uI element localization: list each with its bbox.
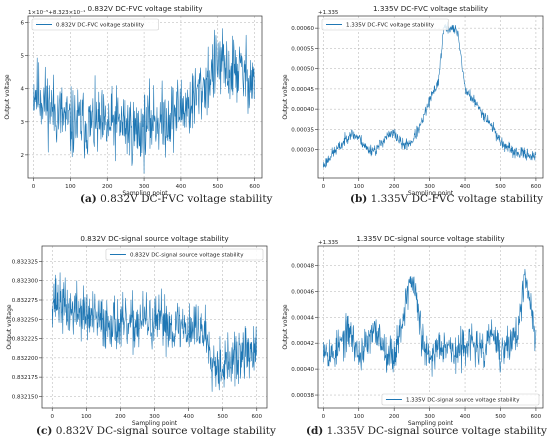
x-tick-label: 400: [460, 184, 471, 190]
y-axis-label: Output voltage: [282, 304, 289, 349]
legend-label: 0.832V DC-signal source voltage stabilit…: [130, 252, 244, 258]
x-tick-label: 100: [353, 414, 364, 420]
legend-box: [105, 248, 264, 261]
axis-offset-label: +1.335: [318, 240, 339, 246]
y-tick-label: 6: [21, 21, 25, 27]
x-tick-label: 300: [424, 414, 435, 420]
x-tick-label: 300: [424, 184, 435, 190]
x-tick-label: 600: [531, 184, 542, 190]
x-tick-label: 600: [249, 184, 260, 190]
y-tick-label: 0.00044: [291, 315, 314, 321]
x-tick-label: 300: [139, 184, 150, 190]
x-tick-label: 100: [65, 184, 76, 190]
chart-title: 1.335V DC-FVC voltage stability: [373, 4, 489, 13]
y-tick-label: 4: [21, 87, 25, 93]
y-tick-label: 0.00060: [291, 26, 314, 32]
y-tick-label: 0.00050: [291, 67, 314, 73]
y-tick-label: 0.00030: [291, 148, 314, 154]
x-tick-label: 200: [389, 414, 400, 420]
x-axis-label: Sampling point: [408, 420, 454, 427]
legend-box: [31, 18, 159, 31]
x-tick-label: 500: [495, 184, 506, 190]
y-tick-label: 0.00042: [291, 341, 314, 347]
x-tick-label: 600: [531, 414, 542, 420]
chart-panel-3: 0 100 200 300 400 500 600 0.00038 0.00040 0.00042…: [282, 234, 544, 427]
x-tick-label: 600: [252, 414, 263, 420]
y-axis-label: Output voltage: [6, 304, 13, 349]
x-tick-label: 0: [32, 184, 36, 190]
legend: 0.832V DC-signal source voltage stabilit…: [105, 248, 264, 261]
legend-box: [321, 18, 449, 31]
y-tick-label: 0.832300: [12, 279, 39, 285]
axis-offset-label: +1.335: [318, 10, 339, 16]
y-tick-label: 0.00048: [291, 263, 314, 269]
caption-b: (b) 1.335V DC-FVC voltage stability: [350, 193, 544, 205]
y-tick-label: 0.832225: [12, 337, 39, 343]
axes-frame: [317, 15, 544, 179]
x-tick-label: 200: [389, 184, 400, 190]
chart-title: 0.832V DC-signal source voltage stabilit…: [80, 234, 229, 243]
series-line: [323, 21, 537, 168]
caption-c: (c) 0.832V DC-signal source voltage stab…: [36, 425, 276, 437]
series-line: [33, 28, 255, 174]
chart-title: 0.832V DC-FVC voltage stability: [87, 4, 203, 13]
legend: 1.335V DC-FVC voltage stability: [321, 18, 449, 31]
x-tick-label: 500: [495, 414, 506, 420]
legend-label: 1.335V DC-signal source voltage stabilit…: [406, 397, 520, 403]
y-tick-label: 0.00046: [291, 289, 314, 295]
y-tick-label: 0.00038: [291, 393, 314, 399]
x-tick-label: 200: [115, 414, 126, 420]
y-tick-label: 0.832325: [12, 259, 39, 265]
chart-panel-1: 0 100 200 300 400 500 600 0.00030 0.00035 0.00040…: [282, 4, 544, 197]
x-tick-label: 300: [149, 414, 160, 420]
series-line: [51, 272, 258, 392]
legend-label: 0.832V DC-FVC voltage stability: [56, 22, 145, 28]
axes-frame: [317, 245, 544, 409]
x-tick-label: 500: [213, 184, 224, 190]
x-tick-label: 400: [176, 184, 187, 190]
x-tick-label: 0: [322, 184, 326, 190]
y-axis-label: Output voltage: [4, 74, 11, 119]
x-tick-label: 100: [81, 414, 92, 420]
x-axis-label: Sampling point: [132, 420, 178, 427]
chart-panel-2: 0 100 200 300 400 500 600 0.832150 0.832175 0.832…: [6, 234, 268, 427]
y-tick-label: 0.00040: [291, 367, 314, 373]
caption-d: (d) 1.335V DC-signal source voltage stab…: [306, 425, 547, 437]
x-tick-label: 400: [183, 414, 194, 420]
y-tick-label: 0.00045: [291, 87, 314, 93]
y-tick-label: 0.832250: [12, 317, 39, 323]
y-tick-label: 0.832150: [12, 394, 39, 400]
x-tick-label: 100: [353, 184, 364, 190]
y-tick-label: 0.832175: [12, 375, 39, 381]
axis-offset-label: 1×10⁻⁵+8.323×10⁻¹: [28, 9, 85, 16]
y-tick-label: 2: [21, 153, 25, 159]
x-axis-label: Sampling point: [408, 190, 454, 197]
caption-a: (a) 0.832V DC-FVC voltage stability: [80, 193, 273, 205]
y-tick-label: 3: [21, 120, 25, 126]
series-line: [323, 268, 537, 377]
chart-panel-0: 0 100 200 300 400 500 600 2 3 4 5 6 0.832V DC-FVC vo…: [4, 4, 263, 197]
x-tick-label: 0: [322, 414, 326, 420]
y-tick-label: 0.832275: [12, 298, 39, 304]
x-axis-label: Sampling point: [122, 190, 168, 197]
legend: 0.832V DC-FVC voltage stability: [31, 18, 159, 31]
x-tick-label: 500: [217, 414, 228, 420]
chart-title: 1.335V DC-signal source voltage stabilit…: [356, 234, 505, 243]
axes-frame: [27, 15, 263, 179]
legend-label: 1.335V DC-FVC voltage stability: [346, 22, 435, 28]
axes-frame: [41, 245, 268, 409]
plot-area: [318, 246, 543, 408]
x-tick-label: 0: [50, 414, 54, 420]
y-tick-label: 0.00055: [291, 46, 314, 52]
y-tick-label: 0.00035: [291, 127, 314, 133]
y-tick-label: 0.832200: [12, 356, 39, 362]
x-tick-label: 400: [460, 414, 471, 420]
x-tick-label: 200: [102, 184, 113, 190]
legend-box: [381, 393, 540, 406]
y-axis-label: Output voltage: [282, 74, 289, 119]
y-tick-label: 0.00040: [291, 107, 314, 113]
legend: 1.335V DC-signal source voltage stabilit…: [381, 393, 540, 406]
y-tick-label: 5: [21, 54, 25, 60]
